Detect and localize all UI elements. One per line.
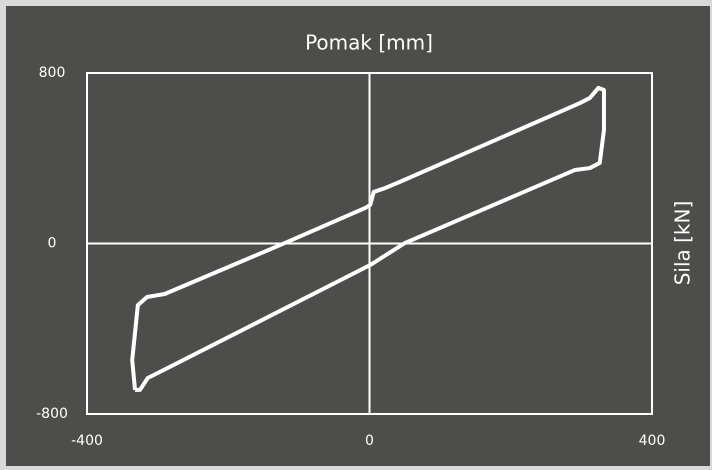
panel: [6, 6, 710, 466]
y-tick-label: 800: [39, 65, 66, 81]
x-axis-title: Pomak [mm]: [305, 31, 433, 55]
x-tick-label: -400: [71, 433, 103, 449]
x-tick-label: 0: [365, 433, 374, 449]
data-line: [130, 85, 606, 392]
y-axis-title: Sila [kN]: [671, 201, 695, 286]
x-tick-label: 400: [639, 433, 666, 449]
y-tick-label: 0: [48, 236, 57, 252]
y-tick-label: -800: [36, 406, 68, 422]
